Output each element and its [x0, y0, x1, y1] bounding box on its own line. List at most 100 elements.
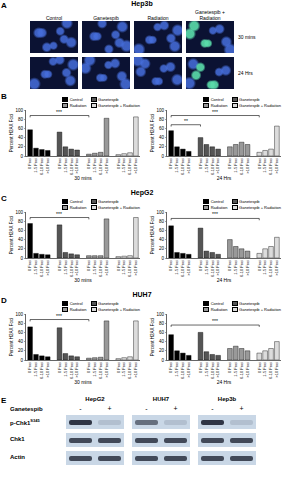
svg-text:6-10 Foci: 6-10 Foci — [180, 260, 185, 277]
svg-text:20: 20 — [18, 246, 24, 251]
svg-text:20: 20 — [159, 348, 165, 353]
svg-text:>10 Foci: >10 Foci — [104, 260, 109, 276]
svg-text:0 Foci: 0 Foci — [116, 260, 121, 271]
svg-text:40: 40 — [159, 135, 165, 140]
svg-text:100: 100 — [15, 210, 23, 215]
svg-text:80: 80 — [159, 219, 165, 224]
svg-text:0 Foci: 0 Foci — [27, 362, 32, 373]
svg-text:60: 60 — [18, 126, 24, 131]
svg-text:6-10 Foci: 6-10 Foci — [127, 260, 132, 277]
svg-text:Percent H2AX Foci: Percent H2AX Foci — [150, 318, 155, 356]
svg-text:0 Foci: 0 Foci — [257, 362, 262, 373]
svg-text:60: 60 — [18, 330, 24, 335]
svg-text:6-10 Foci: 6-10 Foci — [39, 158, 44, 175]
svg-text:Percent H2AX Foci: Percent H2AX Foci — [9, 216, 14, 254]
svg-text:6-10 Foci: 6-10 Foci — [69, 362, 74, 379]
svg-text:6-10 Foci: 6-10 Foci — [69, 260, 74, 277]
svg-text:1-5 Foci: 1-5 Foci — [262, 158, 267, 173]
svg-text:***: *** — [56, 313, 62, 319]
svg-text:0 Foci: 0 Foci — [57, 158, 62, 169]
svg-text:20: 20 — [18, 144, 24, 149]
svg-text:0 Foci: 0 Foci — [168, 158, 173, 169]
svg-text:1-5 Foci: 1-5 Foci — [121, 362, 126, 377]
svg-text:6-10 Foci: 6-10 Foci — [210, 260, 215, 277]
svg-text:6-10 Foci: 6-10 Foci — [127, 362, 132, 379]
svg-text:>10 Foci: >10 Foci — [104, 158, 109, 174]
svg-text:30 mins: 30 mins — [74, 277, 92, 283]
svg-text:0 Foci: 0 Foci — [86, 158, 91, 169]
svg-text:100: 100 — [156, 210, 164, 215]
svg-text:1-5 Foci: 1-5 Foci — [121, 158, 126, 173]
svg-text:0: 0 — [161, 358, 164, 363]
svg-text:20: 20 — [18, 348, 24, 353]
svg-text:0 Foci: 0 Foci — [57, 362, 62, 373]
svg-text:1-5 Foci: 1-5 Foci — [174, 158, 179, 173]
svg-text:40: 40 — [18, 339, 24, 344]
svg-text:6-10 Foci: 6-10 Foci — [210, 362, 215, 379]
svg-text:Percent H2AX Foci: Percent H2AX Foci — [150, 216, 155, 254]
svg-text:***: *** — [56, 211, 62, 217]
svg-text:0 Foci: 0 Foci — [27, 260, 32, 271]
svg-text:6-10 Foci: 6-10 Foci — [239, 158, 244, 175]
svg-text:1-5 Foci: 1-5 Foci — [233, 362, 238, 377]
svg-text:0: 0 — [20, 154, 23, 159]
svg-text:20: 20 — [159, 246, 165, 251]
svg-text:6-10 Foci: 6-10 Foci — [127, 158, 132, 175]
svg-text:1-5 Foci: 1-5 Foci — [121, 260, 126, 275]
svg-text:80: 80 — [159, 117, 165, 122]
svg-text:***: *** — [212, 318, 218, 324]
svg-text:6-10 Foci: 6-10 Foci — [98, 362, 103, 379]
svg-text:6-10 Foci: 6-10 Foci — [180, 362, 185, 379]
svg-text:1-5 Foci: 1-5 Foci — [204, 260, 209, 275]
svg-text:1-5 Foci: 1-5 Foci — [63, 260, 68, 275]
svg-text:30 mins: 30 mins — [74, 175, 92, 181]
svg-text:0 Foci: 0 Foci — [257, 158, 262, 169]
svg-text:>10 Foci: >10 Foci — [133, 260, 138, 276]
svg-text:6-10 Foci: 6-10 Foci — [39, 362, 44, 379]
svg-text:40: 40 — [18, 135, 24, 140]
svg-text:1-5 Foci: 1-5 Foci — [262, 260, 267, 275]
svg-text:0 Foci: 0 Foci — [198, 158, 203, 169]
svg-text:0 Foci: 0 Foci — [227, 158, 232, 169]
svg-text:**: ** — [184, 118, 188, 124]
svg-text:0 Foci: 0 Foci — [116, 362, 121, 373]
svg-text:40: 40 — [159, 237, 165, 242]
svg-text:40: 40 — [18, 237, 24, 242]
svg-text:>10 Foci: >10 Foci — [245, 362, 250, 378]
svg-text:>10 Foci: >10 Foci — [274, 158, 279, 174]
svg-text:0 Foci: 0 Foci — [86, 260, 91, 271]
svg-text:***: *** — [56, 109, 62, 115]
svg-text:1-5 Foci: 1-5 Foci — [174, 362, 179, 377]
svg-text:>10 Foci: >10 Foci — [186, 158, 191, 174]
svg-text:0 Foci: 0 Foci — [227, 260, 232, 271]
svg-text:1-5 Foci: 1-5 Foci — [92, 260, 97, 275]
svg-text:>10 Foci: >10 Foci — [274, 260, 279, 276]
svg-text:24 Hrs: 24 Hrs — [217, 277, 232, 283]
svg-text:1-5 Foci: 1-5 Foci — [174, 260, 179, 275]
svg-text:24 Hrs: 24 Hrs — [217, 379, 232, 385]
svg-text:0 Foci: 0 Foci — [116, 158, 121, 169]
svg-text:80: 80 — [18, 219, 24, 224]
svg-text:0 Foci: 0 Foci — [168, 362, 173, 373]
svg-text:1-5 Foci: 1-5 Foci — [204, 362, 209, 377]
svg-text:>10 Foci: >10 Foci — [133, 158, 138, 174]
svg-text:>10 Foci: >10 Foci — [245, 260, 250, 276]
svg-text:40: 40 — [159, 339, 165, 344]
svg-text:>10 Foci: >10 Foci — [215, 260, 220, 276]
svg-text:6-10 Foci: 6-10 Foci — [268, 158, 273, 175]
svg-text:60: 60 — [159, 126, 165, 131]
svg-text:0: 0 — [20, 358, 23, 363]
svg-text:100: 100 — [156, 312, 164, 317]
svg-text:60: 60 — [18, 228, 24, 233]
svg-text:100: 100 — [15, 312, 23, 317]
svg-text:***: *** — [212, 211, 218, 217]
svg-text:Percent H2AX Foci: Percent H2AX Foci — [150, 114, 155, 152]
svg-text:1-5 Foci: 1-5 Foci — [92, 362, 97, 377]
svg-text:1-5 Foci: 1-5 Foci — [233, 158, 238, 173]
svg-text:Percent H2AX Foci: Percent H2AX Foci — [9, 318, 14, 356]
svg-text:1-5 Foci: 1-5 Foci — [63, 158, 68, 173]
svg-text:***: *** — [212, 109, 218, 115]
svg-text:100: 100 — [15, 108, 23, 113]
svg-text:6-10 Foci: 6-10 Foci — [98, 260, 103, 277]
svg-text:>10 Foci: >10 Foci — [45, 260, 50, 276]
